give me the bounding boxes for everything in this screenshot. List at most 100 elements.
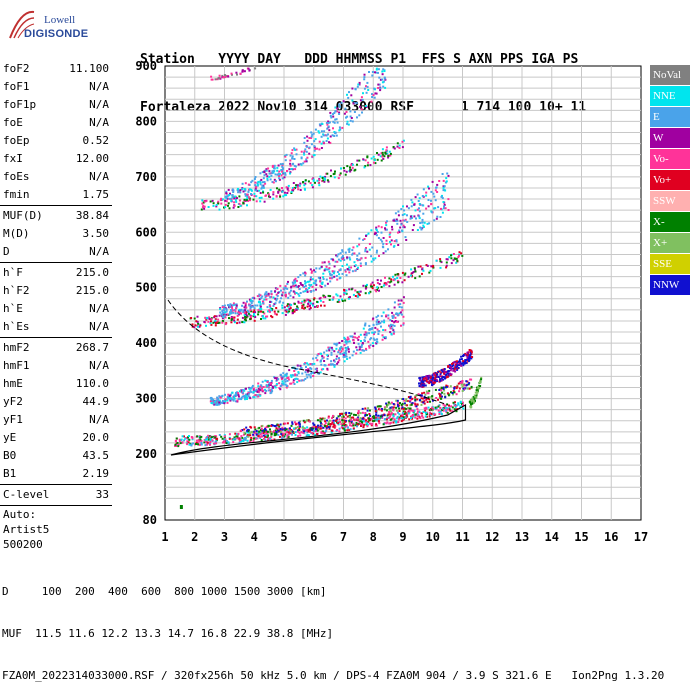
echo-dot [250,299,253,302]
echo-dot [416,229,419,231]
echo-dot [453,369,456,372]
echo-dot [228,194,231,196]
echo-dot [327,268,330,271]
echo-dot [243,431,246,434]
echo-dot [297,276,300,279]
echo-dot [241,69,244,72]
echo-dot [458,390,461,393]
echo-dot [285,373,288,376]
echo-dot [243,311,246,314]
echo-dot [359,105,361,108]
echo-dot [374,71,376,74]
echo-dot [359,99,362,102]
echo-dot [283,286,286,289]
echo-dot [352,293,355,296]
echo-dot [374,289,377,292]
echo-dot [433,372,436,375]
echo-dot [255,430,258,432]
echo-dot [321,283,324,285]
echo-dot [363,333,366,336]
echo-dot [270,435,273,438]
echo-dot [269,296,272,299]
echo-dot [321,177,324,179]
echo-dot [397,418,400,421]
echo-dot [346,93,348,96]
param-row: foEs N/A [0,168,112,186]
echo-dot [348,91,350,94]
echo-dot [257,432,260,435]
param-row: hmE 110.0 [0,375,112,393]
echo-dot [361,98,364,101]
echo-dot [216,403,219,406]
echo-dot [357,414,360,417]
echo-dot [276,166,279,169]
echo-dot [389,415,392,418]
echo-dot [382,329,385,331]
echo-dot [266,177,269,180]
echo-dot [363,340,366,342]
echo-dot [331,429,333,432]
echo-dot [322,368,325,371]
echo-dot [210,75,213,78]
echo-dot [249,318,252,321]
echo-dot [391,417,394,420]
echo-dot [223,441,226,444]
echo-dot [309,376,312,379]
echo-dot [277,164,280,167]
echo-dot [404,272,407,275]
echo-dot [320,418,323,421]
echo-dot [204,438,207,441]
x-tick-label: 1 [161,530,168,544]
echo-dot [300,302,303,305]
echo-dot [446,392,449,395]
echo-dot [439,387,442,390]
echo-dot [396,222,399,225]
echo-dot [425,406,428,409]
echo-dot [237,191,240,194]
echo-dot [439,378,441,381]
echo-dot [232,302,235,305]
echo-dot [359,290,362,293]
echo-dot [317,353,320,355]
x-tick-label: 7 [340,530,347,544]
echo-dot [356,349,359,351]
echo-dot [215,440,218,443]
param-value: N/A [89,320,109,333]
echo-dot [289,162,292,165]
param-row: h`E N/A [0,300,112,318]
echo-dot [458,254,460,257]
echo-dot [281,312,284,315]
echo-dot [380,286,383,288]
echo-dot [419,417,422,420]
echo-dot [383,406,386,409]
echo-dot [371,331,374,334]
echo-dot [368,409,371,412]
echo-dot [367,89,370,91]
echo-dot [277,378,280,381]
echo-dot [333,265,336,268]
echo-dot [430,408,433,411]
echo-dot [215,442,218,445]
echo-dot [310,143,313,146]
echo-dot [355,102,358,105]
echo-dot [238,308,241,311]
echo-dot [421,382,424,385]
echo-dot [242,440,245,442]
echo-dot [348,268,351,271]
echo-dot [346,115,349,118]
echo-dot [308,283,311,286]
echo-dot [333,121,336,124]
echo-dot [293,158,296,160]
echo-dot [260,297,263,300]
echo-dot [290,382,293,385]
echo-dot [376,418,379,421]
echo-dot [425,380,428,382]
echo-dot [372,257,375,260]
echo-dot [320,135,323,138]
echo-dot [272,171,275,174]
echo-dot [280,169,283,171]
echo-dot [204,200,207,203]
echo-dot [344,339,347,342]
echo-dot [349,421,351,424]
echo-dot [428,382,431,385]
